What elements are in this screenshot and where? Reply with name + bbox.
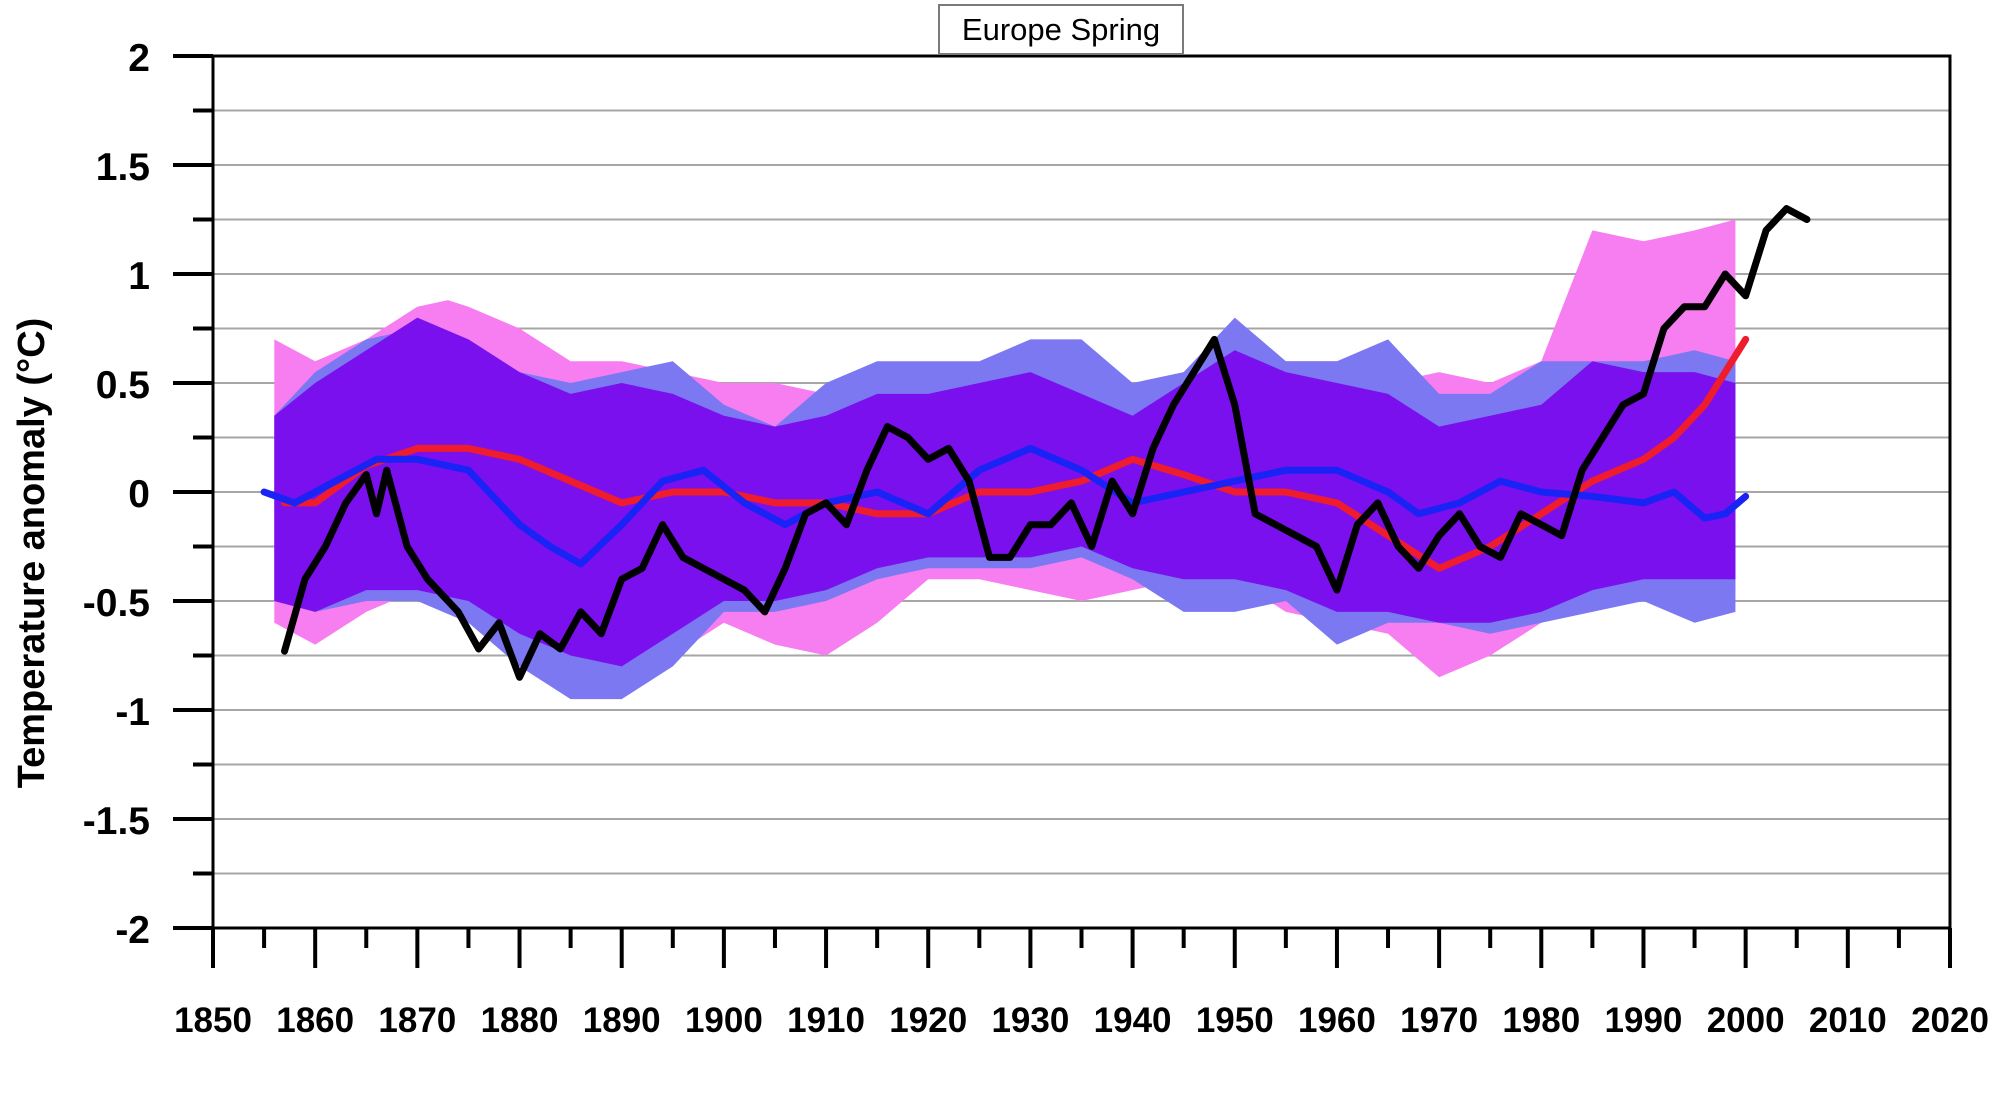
y-tick-label: -1.5	[83, 800, 150, 843]
y-tick-label: -2	[115, 909, 150, 952]
red_line-series	[281, 335, 1750, 572]
x-tick-label: 1890	[583, 1001, 661, 1040]
chart-title: Europe Spring	[962, 12, 1160, 47]
x-tick-label: 1920	[889, 1001, 967, 1040]
y-tick-label: 1.5	[96, 146, 150, 189]
x-tick-label: 1940	[1094, 1001, 1172, 1040]
x-tick-label: 1990	[1605, 1001, 1683, 1040]
x-tick-label: 1980	[1502, 1001, 1580, 1040]
y-tick-label: -0.5	[83, 582, 150, 625]
x-tick-label: 1970	[1400, 1001, 1478, 1040]
x-tick-label: 1900	[685, 1001, 763, 1040]
x-tick-label: 1950	[1196, 1001, 1274, 1040]
chart-title-box: Europe Spring	[938, 4, 1184, 55]
x-tick-label: 1850	[174, 1001, 252, 1040]
x-tick-label: 1860	[276, 1001, 354, 1040]
y-tick-label: 1	[128, 255, 150, 298]
uncertainty-bands	[274, 219, 1736, 700]
y-tick-label: -1	[115, 691, 150, 734]
x-tick-labels: 1850 1860 1870 1880 1890 1900 1910 1920 1930 1940…	[174, 1001, 1989, 1040]
axes	[173, 54, 1952, 968]
x-tick-label: 2000	[1707, 1001, 1785, 1040]
y-tick-label: 0.5	[96, 364, 150, 407]
data-series	[260, 205, 1811, 681]
x-tick-label: 2010	[1809, 1001, 1887, 1040]
blue_line-series	[260, 444, 1750, 568]
black_line-series	[281, 205, 1811, 681]
x-tick-label: 1910	[787, 1001, 865, 1040]
x-tick-label: 2020	[1911, 1001, 1989, 1040]
x-tick-label: 1880	[481, 1001, 559, 1040]
x-tick-label: 1870	[378, 1001, 456, 1040]
x-tick-label: 1930	[991, 1001, 1069, 1040]
y-tick-label: 2	[128, 37, 150, 80]
y-tick-label: 0	[128, 473, 150, 516]
y-tick-labels: 2 1.5 1 0.5 0 -0.5 -1 -1.5 -2	[83, 37, 150, 952]
y-axis-label: Temperature anomaly (°C)	[11, 318, 53, 789]
x-tick-label: 1960	[1298, 1001, 1376, 1040]
